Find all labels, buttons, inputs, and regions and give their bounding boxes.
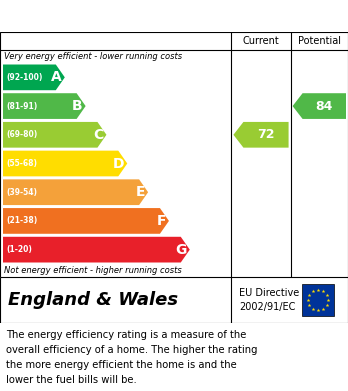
Polygon shape <box>3 179 148 205</box>
Text: F: F <box>157 214 166 228</box>
Text: 72: 72 <box>257 128 275 141</box>
Polygon shape <box>3 93 86 119</box>
Text: D: D <box>113 156 124 170</box>
Text: Potential: Potential <box>298 36 341 46</box>
Text: England & Wales: England & Wales <box>8 291 178 309</box>
Text: lower the fuel bills will be.: lower the fuel bills will be. <box>6 375 137 386</box>
Text: 2002/91/EC: 2002/91/EC <box>239 302 296 312</box>
Text: B: B <box>72 99 82 113</box>
Text: G: G <box>175 243 187 256</box>
Text: The energy efficiency rating is a measure of the: The energy efficiency rating is a measur… <box>6 330 246 340</box>
Text: (92-100): (92-100) <box>6 73 42 82</box>
Text: Not energy efficient - higher running costs: Not energy efficient - higher running co… <box>4 266 182 275</box>
Text: (55-68): (55-68) <box>6 159 37 168</box>
Text: Energy Efficiency Rating: Energy Efficiency Rating <box>8 9 229 23</box>
Text: Current: Current <box>243 36 279 46</box>
Text: E: E <box>136 185 145 199</box>
Polygon shape <box>3 208 169 234</box>
Text: (69-80): (69-80) <box>6 130 37 139</box>
Text: 84: 84 <box>316 100 333 113</box>
Text: (81-91): (81-91) <box>6 102 37 111</box>
Polygon shape <box>3 65 65 90</box>
Text: the more energy efficient the home is and the: the more energy efficient the home is an… <box>6 361 237 370</box>
Polygon shape <box>234 122 288 148</box>
Text: C: C <box>93 128 103 142</box>
Text: (39-54): (39-54) <box>6 188 37 197</box>
Text: (1-20): (1-20) <box>6 245 32 254</box>
Polygon shape <box>293 93 346 119</box>
Polygon shape <box>3 151 127 176</box>
Polygon shape <box>3 237 190 262</box>
Bar <box>302 284 334 316</box>
Text: (21-38): (21-38) <box>6 217 37 226</box>
Text: EU Directive: EU Directive <box>239 288 300 298</box>
Text: overall efficiency of a home. The higher the rating: overall efficiency of a home. The higher… <box>6 345 258 355</box>
Text: A: A <box>51 70 62 84</box>
Polygon shape <box>3 122 106 148</box>
Text: Very energy efficient - lower running costs: Very energy efficient - lower running co… <box>4 52 182 61</box>
